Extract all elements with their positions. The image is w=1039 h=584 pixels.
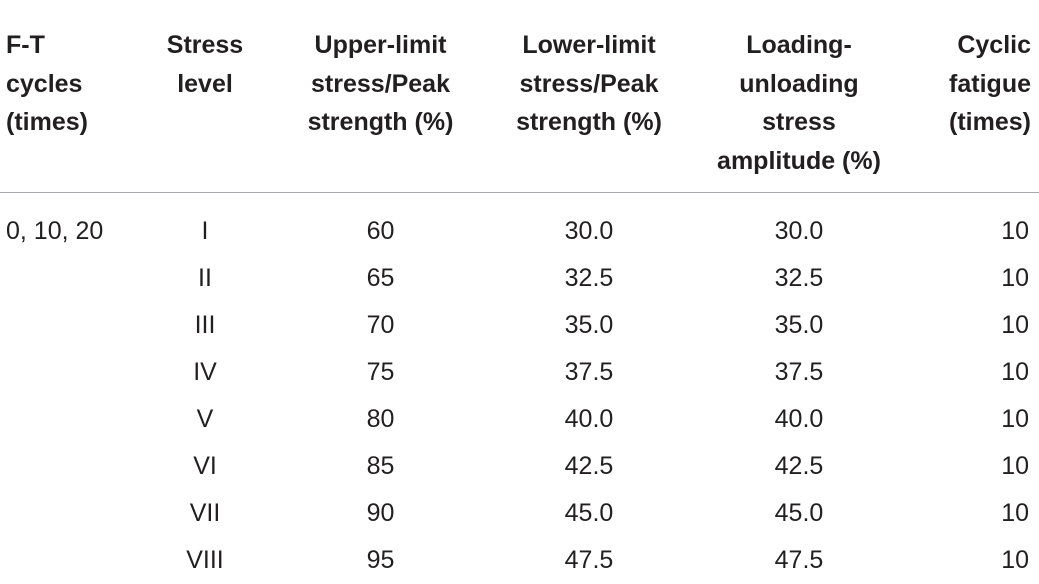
cell-stress-level: I [201,217,209,245]
cell-stress-level: VII [189,499,221,527]
table-row: VII 90 45.0 45.0 10 [0,490,1039,537]
cell-lower-limit: 35.0 [564,311,614,339]
cell-cyclic-fatigue: 10 [1001,217,1029,245]
cell-amplitude: 45.0 [774,499,824,527]
cell-amplitude: 40.0 [774,405,824,433]
cell-lower-limit: 40.0 [564,405,614,433]
table-row: VIII 95 47.5 47.5 10 [0,537,1039,584]
table-header-row: F-T cycles (times) Stress level Upper-li… [0,0,1039,193]
cell-amplitude: 35.0 [774,311,824,339]
table-row: 0, 10, 20 I 60 30.0 30.0 10 [0,208,1039,255]
cell-cyclic-fatigue: 10 [1001,264,1029,292]
cell-lower-limit: 37.5 [564,358,614,386]
cell-amplitude: 42.5 [774,452,824,480]
table-row: III 70 35.0 35.0 10 [0,302,1039,349]
cell-lower-limit: 32.5 [564,264,614,292]
cell-cyclic-fatigue: 10 [1001,358,1029,386]
cell-upper-limit: 85 [366,452,395,480]
cell-lower-limit: 47.5 [564,546,614,574]
cell-amplitude: 32.5 [774,264,824,292]
cell-lower-limit: 42.5 [564,452,614,480]
cell-ft-cycles: 0, 10, 20 [6,217,104,245]
cell-stress-level: V [196,405,214,433]
cell-stress-level: III [194,311,216,339]
cell-stress-level: VI [193,452,217,480]
cell-upper-limit: 95 [366,546,395,574]
header-lower-limit: Lower-limit stress/Peak strength (%) [516,31,662,136]
cell-upper-limit: 90 [366,499,395,527]
cell-cyclic-fatigue: 10 [1001,452,1029,480]
cell-amplitude: 37.5 [774,358,824,386]
cell-amplitude: 47.5 [774,546,824,574]
cell-cyclic-fatigue: 10 [1001,311,1029,339]
cell-stress-level: II [198,264,212,292]
table-row: V 80 40.0 40.0 10 [0,396,1039,443]
cell-stress-level: VIII [186,546,224,574]
table-row: VI 85 42.5 42.5 10 [0,443,1039,490]
header-cyclic-fatigue: Cyclic fatigue (times) [949,31,1031,136]
cell-cyclic-fatigue: 10 [1001,405,1029,433]
table-row: IV 75 37.5 37.5 10 [0,349,1039,396]
cell-upper-limit: 60 [366,217,395,245]
cell-stress-level: IV [193,358,217,386]
cell-cyclic-fatigue: 10 [1001,499,1029,527]
header-ft-cycles: F-T cycles (times) [6,31,88,136]
table-row: II 65 32.5 32.5 10 [0,255,1039,302]
cell-cyclic-fatigue: 10 [1001,546,1029,574]
cell-lower-limit: 45.0 [564,499,614,527]
cell-upper-limit: 80 [366,405,395,433]
header-amplitude: Loading- unloading stress amplitude (%) [717,31,881,175]
cell-amplitude: 30.0 [774,217,824,245]
cell-lower-limit: 30.0 [564,217,614,245]
header-upper-limit: Upper-limit stress/Peak strength (%) [307,31,454,136]
cell-upper-limit: 70 [366,311,395,339]
cell-upper-limit: 65 [366,264,395,292]
cell-upper-limit: 75 [366,358,395,386]
header-stress-level: Stress level [166,31,244,98]
